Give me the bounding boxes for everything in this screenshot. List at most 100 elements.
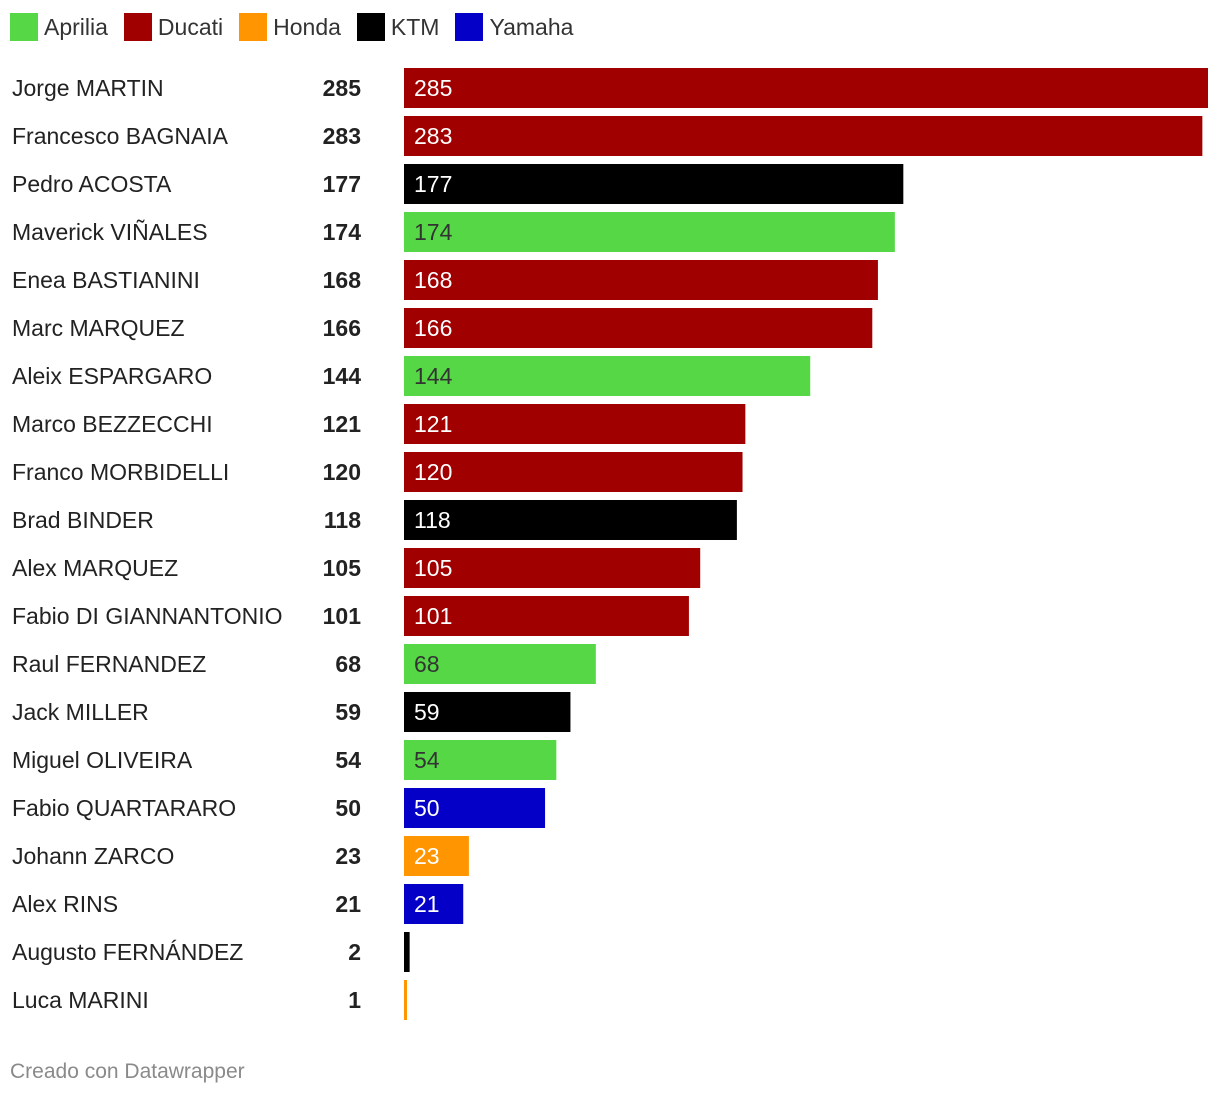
bar	[404, 404, 746, 444]
rider-points: 105	[323, 555, 362, 581]
rider-points: 177	[323, 171, 361, 197]
legend-label: Yamaha	[489, 14, 574, 40]
legend-swatch	[123, 13, 152, 41]
rider-name: Miguel OLIVEIRA	[12, 747, 193, 773]
legend: Aprilia Ducati Honda KTM Yamaha	[10, 12, 589, 42]
rider-name: Fabio DI GIANNANTONIO	[12, 603, 283, 629]
bar-value-label: 144	[414, 363, 453, 389]
legend-label: Honda	[273, 14, 341, 40]
rider-name: Aleix ESPARGARO	[12, 363, 212, 389]
bar	[404, 68, 1208, 108]
bar-row: Alex RINS 21 21	[12, 884, 464, 924]
bar	[404, 116, 1203, 156]
bar-value-label: 23	[414, 843, 440, 869]
bar-row: Miguel OLIVEIRA 54 54	[12, 740, 557, 780]
legend-label: KTM	[390, 14, 440, 40]
bar	[404, 260, 878, 300]
rider-name: Enea BASTIANINI	[12, 267, 200, 293]
rider-name: Jorge MARTIN	[12, 75, 164, 101]
bar-row: Marc MARQUEZ 166 166	[12, 308, 873, 348]
rider-name: Jack MILLER	[12, 699, 149, 725]
rider-name: Augusto FERNÁNDEZ	[12, 939, 243, 965]
bar-row: Pedro ACOSTA 177 177	[12, 164, 904, 204]
legend-item-ducati: Ducati	[123, 13, 224, 41]
bar	[404, 356, 811, 396]
rider-name: Marco BEZZECCHI	[12, 411, 213, 437]
bar-row: Enea BASTIANINI 168 168	[12, 260, 878, 300]
rider-name: Raul FERNANDEZ	[12, 651, 206, 677]
rider-points: 101	[323, 603, 362, 629]
legend-item-yamaha: Yamaha	[455, 13, 573, 41]
bar	[404, 932, 410, 972]
bar-row: Luca MARINI 1	[12, 980, 407, 1020]
rider-points: 144	[323, 363, 362, 389]
rider-name: Fabio QUARTARARO	[12, 795, 236, 821]
rider-points: 120	[323, 459, 361, 485]
legend-swatch	[10, 13, 38, 41]
bar	[404, 212, 895, 252]
bar	[404, 308, 873, 348]
bar-value-label: 285	[414, 75, 452, 101]
bar-value-label: 105	[414, 555, 452, 581]
rider-name: Marc MARQUEZ	[12, 315, 185, 341]
bar-value-label: 59	[414, 699, 440, 725]
bar-row: Franco MORBIDELLI 120 120	[12, 452, 743, 492]
bar	[404, 980, 407, 1020]
bar-value-label: 283	[414, 123, 452, 149]
rider-points: 21	[335, 891, 361, 917]
bar	[404, 740, 557, 780]
bar-value-label: 118	[414, 507, 451, 533]
bar-value-label: 166	[414, 315, 452, 341]
bar-row: Raul FERNANDEZ 68 68	[12, 644, 596, 684]
rider-name: Alex MARQUEZ	[12, 555, 178, 581]
bar	[404, 644, 596, 684]
legend-swatch	[356, 13, 385, 41]
bar	[404, 452, 743, 492]
rider-name: Alex RINS	[12, 891, 118, 917]
bar-value-label: 54	[414, 747, 440, 773]
rider-points: 166	[323, 315, 361, 341]
rider-points: 174	[323, 219, 362, 245]
bar-value-label: 168	[414, 267, 452, 293]
rider-name: Luca MARINI	[12, 987, 149, 1013]
rider-points: 121	[323, 411, 362, 437]
bar-value-label: 174	[414, 219, 453, 245]
bar-row: Augusto FERNÁNDEZ 2	[12, 932, 410, 972]
bar	[404, 884, 464, 924]
legend-item-honda: Honda	[239, 13, 341, 41]
bar-row: Maverick VIÑALES 174 174	[12, 212, 895, 252]
rider-points: 50	[335, 795, 361, 821]
bar-value-label: 120	[414, 459, 452, 485]
bar	[404, 596, 689, 636]
rider-points: 1	[348, 987, 361, 1013]
bar-row: Johann ZARCO 23 23	[12, 836, 469, 876]
bar-value-label: 177	[414, 171, 452, 197]
bar	[404, 548, 701, 588]
rider-name: Franco MORBIDELLI	[12, 459, 229, 485]
legend-item-ktm: KTM	[356, 13, 440, 41]
bar-row: Jorge MARTIN 285 285	[12, 68, 1208, 108]
bar-value-label: 68	[414, 651, 440, 677]
bar-row: Brad BINDER 118 118	[12, 500, 737, 540]
bar-value-label: 50	[414, 795, 440, 821]
rider-points: 54	[335, 747, 361, 773]
rider-name: Brad BINDER	[12, 507, 154, 533]
credit-footer: Creado con Datawrapper	[10, 1060, 245, 1083]
rider-name: Pedro ACOSTA	[12, 171, 172, 197]
rider-points: 285	[323, 75, 362, 101]
legend-item-aprilia: Aprilia	[10, 13, 108, 41]
bar-row: Fabio DI GIANNANTONIO 101 101	[12, 596, 689, 636]
bar	[404, 836, 469, 876]
bar	[404, 500, 737, 540]
bar-value-label: 21	[414, 891, 440, 917]
rider-name: Johann ZARCO	[12, 843, 174, 869]
legend-label: Ducati	[157, 14, 224, 40]
bar-value-label: 101	[414, 603, 452, 629]
rider-points: 23	[335, 843, 361, 869]
rider-name: Maverick VIÑALES	[12, 219, 208, 245]
rider-name: Francesco BAGNAIA	[12, 123, 229, 149]
bar-row: Jack MILLER 59 59	[12, 692, 571, 732]
bar-row: Francesco BAGNAIA 283 283	[12, 116, 1203, 156]
rider-points: 283	[323, 123, 361, 149]
rider-points: 59	[335, 699, 361, 725]
